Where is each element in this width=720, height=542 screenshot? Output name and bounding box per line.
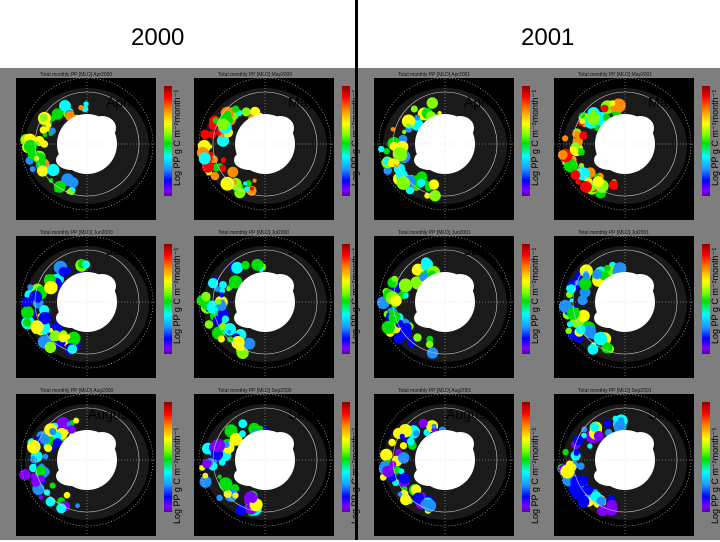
map-panel: Total monthly PP [MLD] May2000 May Log P… [180,68,360,226]
arctic-map [374,76,514,220]
arctic-map [194,76,334,220]
month-label: Sept [288,406,317,422]
panel-title: Total monthly PP [MLD] Jul2000 [218,230,290,236]
map-panel: Total monthly PP [MLD] Sep2000 Sept Log … [180,384,360,542]
arctic-map [554,392,694,536]
month-label: April [106,94,135,110]
panel-title: Total monthly PP [MLD] Jun2000 [40,230,113,236]
panel-title: Total monthly PP [MLD] Jun2001 [398,230,471,236]
colorbar-label: Log PP g C m⁻²month⁻¹ [710,247,720,344]
colorbar [522,244,530,354]
panel-title: Total monthly PP [MLD] Sep2001 [578,388,652,394]
year-title-2000: 2000 [131,24,185,51]
month-label: August [446,406,490,422]
colorbar [164,402,172,512]
map-panel: Total monthly PP [MLD] Aug2000 August Lo… [2,384,182,542]
month-label: June [464,242,495,258]
arctic-map [374,234,514,378]
map-panel: Total monthly PP [MLD] Sep2001 Sept Log … [540,384,720,542]
map-panel: Total monthly PP [MLD] Jul2000 July Log … [180,226,360,384]
month-label: Sept [648,406,677,422]
arctic-map [374,392,514,536]
colorbar [522,402,530,512]
map-panel: Total monthly PP [MLD] May2001 May Log P… [540,68,720,226]
map-panel: Total monthly PP [MLD] Apr2000 April Log… [2,68,182,226]
year-title-2001: 2001 [521,24,575,51]
panel-title: Total monthly PP [MLD] Sep2000 [218,388,292,394]
arctic-map [554,234,694,378]
colorbar-label: Log PP g C m⁻²month⁻¹ [710,427,720,524]
colorbar [702,402,710,512]
map-panel: Total monthly PP [MLD] Jun2000 June Log … [2,226,182,384]
map-panel: Total monthly PP [MLD] Apr2001 April Log… [360,68,540,226]
colorbar [342,244,350,354]
colorbar [164,86,172,196]
colorbar [702,244,710,354]
month-label: May [648,94,675,110]
month-label: July [288,242,313,258]
panel-title: Total monthly PP [MLD] Apr2001 [398,72,471,78]
colorbar [342,402,350,512]
arctic-map [194,234,334,378]
year-divider [355,0,358,540]
map-panel: Total monthly PP [MLD] Jun2001 June Log … [360,226,540,384]
arctic-map [194,392,334,536]
colorbar [702,86,710,196]
month-label: May [288,94,315,110]
arctic-map [554,76,694,220]
map-panel: Total monthly PP [MLD] Aug2001 August Lo… [360,384,540,542]
arctic-map [16,392,156,536]
panel-title: Total monthly PP [MLD] Aug2000 [40,388,114,394]
panel-title: Total monthly PP [MLD] Jul2001 [578,230,650,236]
colorbar-label: Log PP g C m⁻²month⁻¹ [710,89,720,186]
month-label: August [88,406,132,422]
colorbar [342,86,350,196]
month-label: July [648,242,673,258]
panel-title: Total monthly PP [MLD] May2001 [578,72,653,78]
map-panel: Total monthly PP [MLD] Jul2001 July Log … [540,226,720,384]
colorbar [164,244,172,354]
month-label: April [464,94,493,110]
panel-title: Total monthly PP [MLD] May2000 [218,72,293,78]
colorbar [522,86,530,196]
arctic-map [16,234,156,378]
month-label: June [106,242,137,258]
panel-title: Total monthly PP [MLD] Aug2001 [398,388,472,394]
panel-title: Total monthly PP [MLD] Apr2000 [40,72,113,78]
arctic-map [16,76,156,220]
